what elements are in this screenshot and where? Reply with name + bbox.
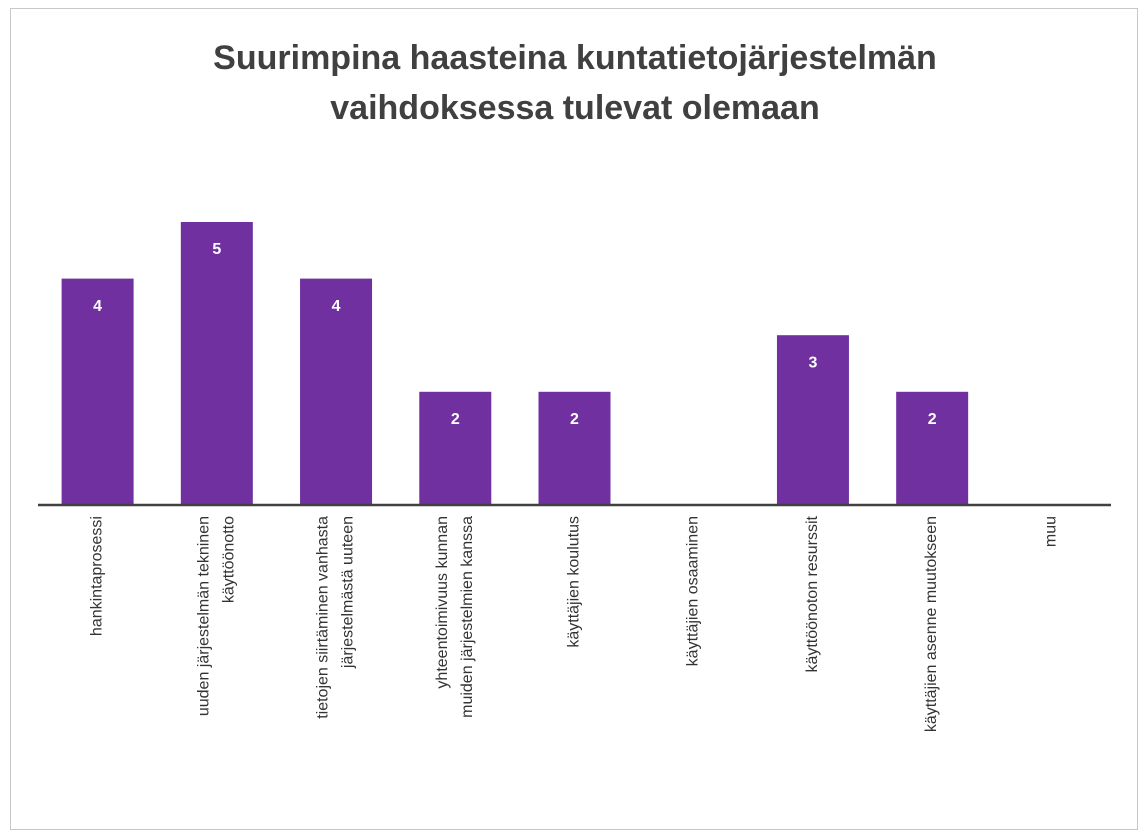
data-label: 5: [212, 241, 221, 258]
data-label: 4: [332, 298, 341, 315]
bar: [896, 391, 969, 505]
data-label: 2: [570, 411, 579, 428]
x-tick-label: käyttäjien osaaminen: [685, 516, 702, 666]
bar: [300, 278, 373, 505]
bar: [538, 391, 611, 505]
data-label: 2: [928, 411, 937, 428]
x-tick-label: käyttäjien asenne muutokseen: [923, 516, 940, 732]
bar: [776, 335, 849, 505]
bar: [419, 391, 492, 505]
x-tick-label: tietojen siirtäminen vanhasta järjestelmä…: [315, 516, 357, 719]
data-label: 3: [808, 354, 817, 371]
x-tick-label: yhteentoimivuus kunnan muiden järjestelmi…: [434, 516, 476, 718]
chart-title: Suurimpina haasteina kuntatietojärjestel…: [213, 39, 937, 127]
x-tick-label: käyttäjien koulutus: [566, 516, 583, 648]
bar: [61, 278, 134, 505]
x-tick-label: muu: [1043, 516, 1060, 547]
x-tick-label: uuden järjestelmän tekninen käyttöönotto: [196, 516, 238, 716]
data-label: 2: [451, 411, 460, 428]
data-label: 4: [93, 298, 102, 315]
x-tick-label: käyttöönoton resurssit: [804, 515, 821, 672]
x-tick-label: hankintaprosessi: [89, 516, 106, 636]
bar: [180, 222, 253, 505]
